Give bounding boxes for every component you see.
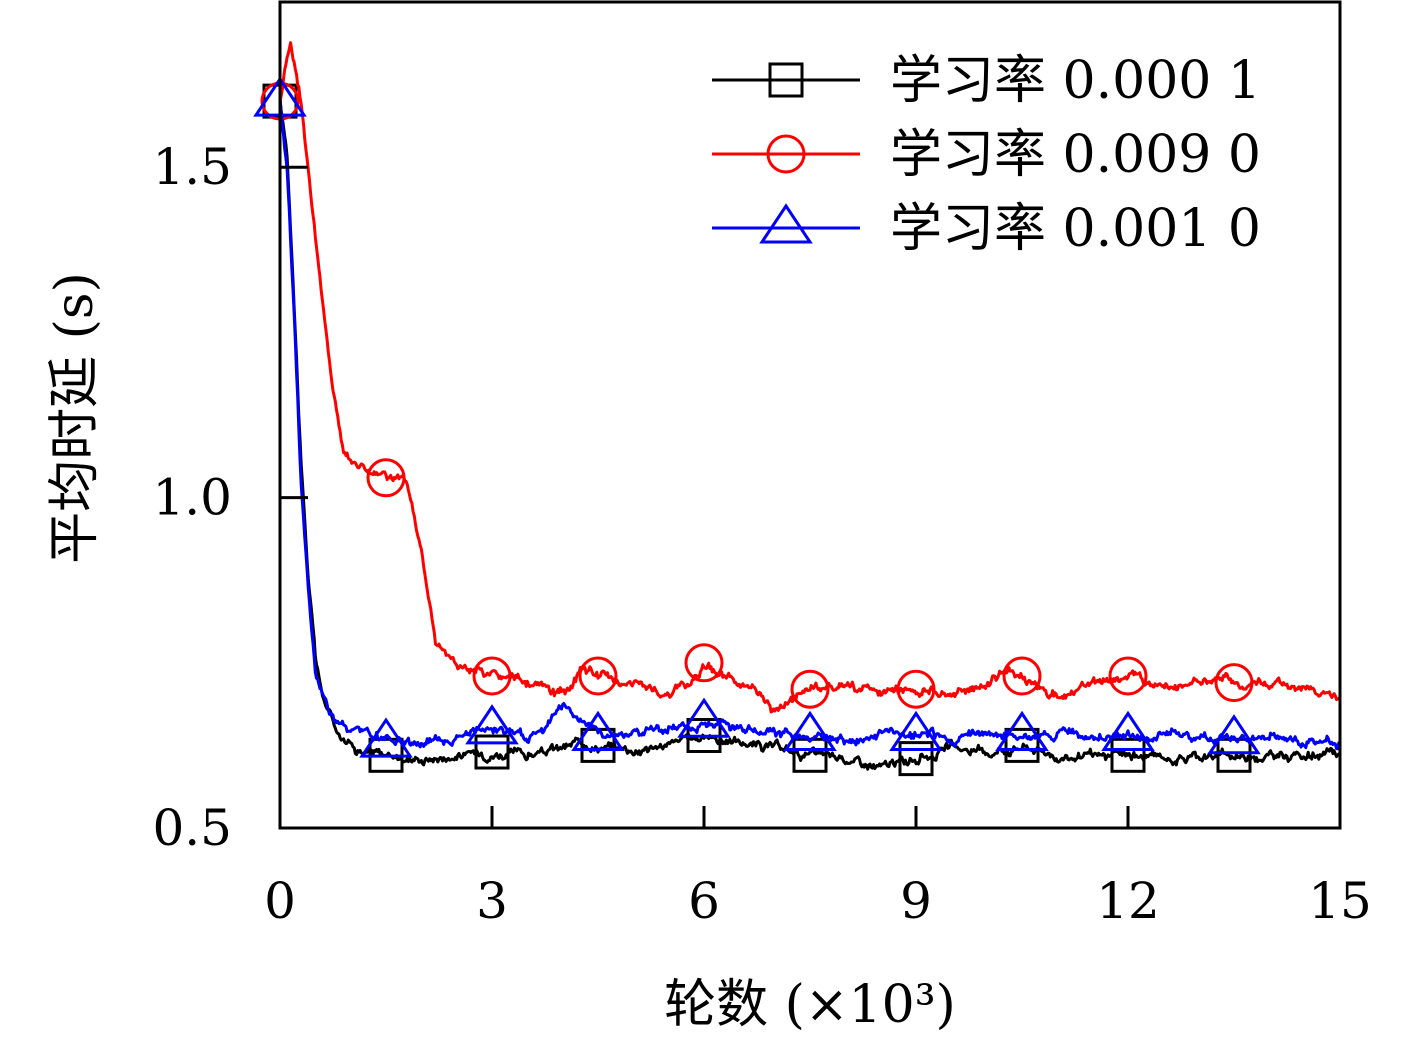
series-circle [280,41,1340,714]
legend: 学习率 0.000 1 学习率 0.009 0 学习率 0.001 0 [712,51,1261,259]
series-triangle [280,100,1340,751]
x-tick-label: 0 [264,872,296,930]
y-tick-label: 0.5 [152,799,232,857]
series-line [280,97,1340,771]
series-line [280,100,1340,751]
series-marker [1207,714,1261,755]
series-marker [366,458,406,498]
series-marker [1108,656,1148,696]
legend-label: 学习率 0.009 0 [890,125,1261,185]
plot-frame [278,0,1342,830]
x-tick-label: 12 [1096,872,1160,930]
legend-marker [768,62,804,98]
series-marker [896,669,936,709]
y-tick-label: 1.0 [152,469,232,527]
y-axis-title: 平均时延 (s) [45,272,105,564]
series-line [280,41,1340,714]
series-marker [790,669,830,709]
series-marker [465,704,519,745]
series-marker [472,656,512,696]
series-marker [1216,737,1252,773]
x-tick-label: 3 [476,872,508,930]
x-tick-label: 15 [1308,872,1372,930]
legend-label: 学习率 0.001 0 [890,199,1261,259]
series-marker [1214,663,1254,703]
series-square [280,97,1340,771]
series-marker [578,656,618,696]
series-layer [253,41,1340,777]
x-tick-label: 6 [688,872,720,930]
x-tick-label: 9 [900,872,932,930]
series-marker [474,734,510,770]
series-marker [889,710,943,751]
series-marker [359,717,413,758]
series-marker [1101,710,1155,751]
series-marker [783,710,837,751]
series-marker [684,643,724,683]
series-marker [1004,727,1040,763]
x-axis-title: 轮数 (×10³) [664,975,956,1035]
series-marker [571,710,625,751]
series-marker [1002,656,1042,696]
axis-layer: 0 3 6 9 12 15 0.5 1.0 1.5 [152,138,1371,930]
series-marker [1110,737,1146,773]
series-marker [995,710,1049,751]
series-marker [898,741,934,777]
y-tick-label: 1.5 [152,138,232,196]
legend-marker [759,203,813,244]
legend-marker [766,134,806,174]
series-marker [677,697,731,738]
legend-label: 学习率 0.000 1 [890,51,1261,111]
